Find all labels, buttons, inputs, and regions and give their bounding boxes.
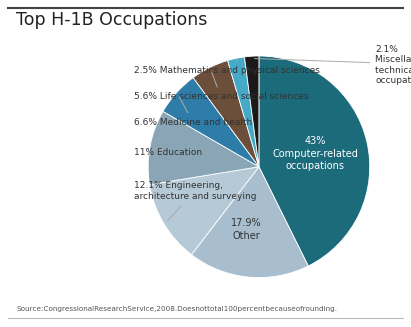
- Wedge shape: [228, 57, 259, 167]
- Text: 11% Education: 11% Education: [134, 148, 202, 157]
- Wedge shape: [148, 112, 259, 185]
- Text: 5.6% Life sciences and social sciences: 5.6% Life sciences and social sciences: [134, 72, 308, 101]
- Wedge shape: [245, 56, 259, 167]
- Text: Source:CongressionalResearchService,2008.Doesnottotal100percentbecauseofrounding: Source:CongressionalResearchService,2008…: [16, 306, 337, 312]
- Wedge shape: [192, 167, 308, 278]
- Wedge shape: [259, 56, 370, 266]
- Text: 17.9%
Other: 17.9% Other: [231, 218, 262, 241]
- Text: 12.1% Engineering,
architecture and surveying: 12.1% Engineering, architecture and surv…: [134, 181, 256, 220]
- Text: 6.6% Medicine and health: 6.6% Medicine and health: [134, 97, 252, 127]
- Wedge shape: [150, 167, 259, 255]
- Text: 2.1%
Miscellaneous professional,
technical and managerial
occupations: 2.1% Miscellaneous professional, technic…: [254, 45, 411, 85]
- Wedge shape: [193, 60, 259, 167]
- Text: 2.5% Mathematics and physical sciences: 2.5% Mathematics and physical sciences: [134, 60, 320, 75]
- Text: 43%
Computer-related
occupations: 43% Computer-related occupations: [272, 136, 358, 171]
- Wedge shape: [163, 77, 259, 167]
- Text: Top H-1B Occupations: Top H-1B Occupations: [16, 11, 208, 29]
